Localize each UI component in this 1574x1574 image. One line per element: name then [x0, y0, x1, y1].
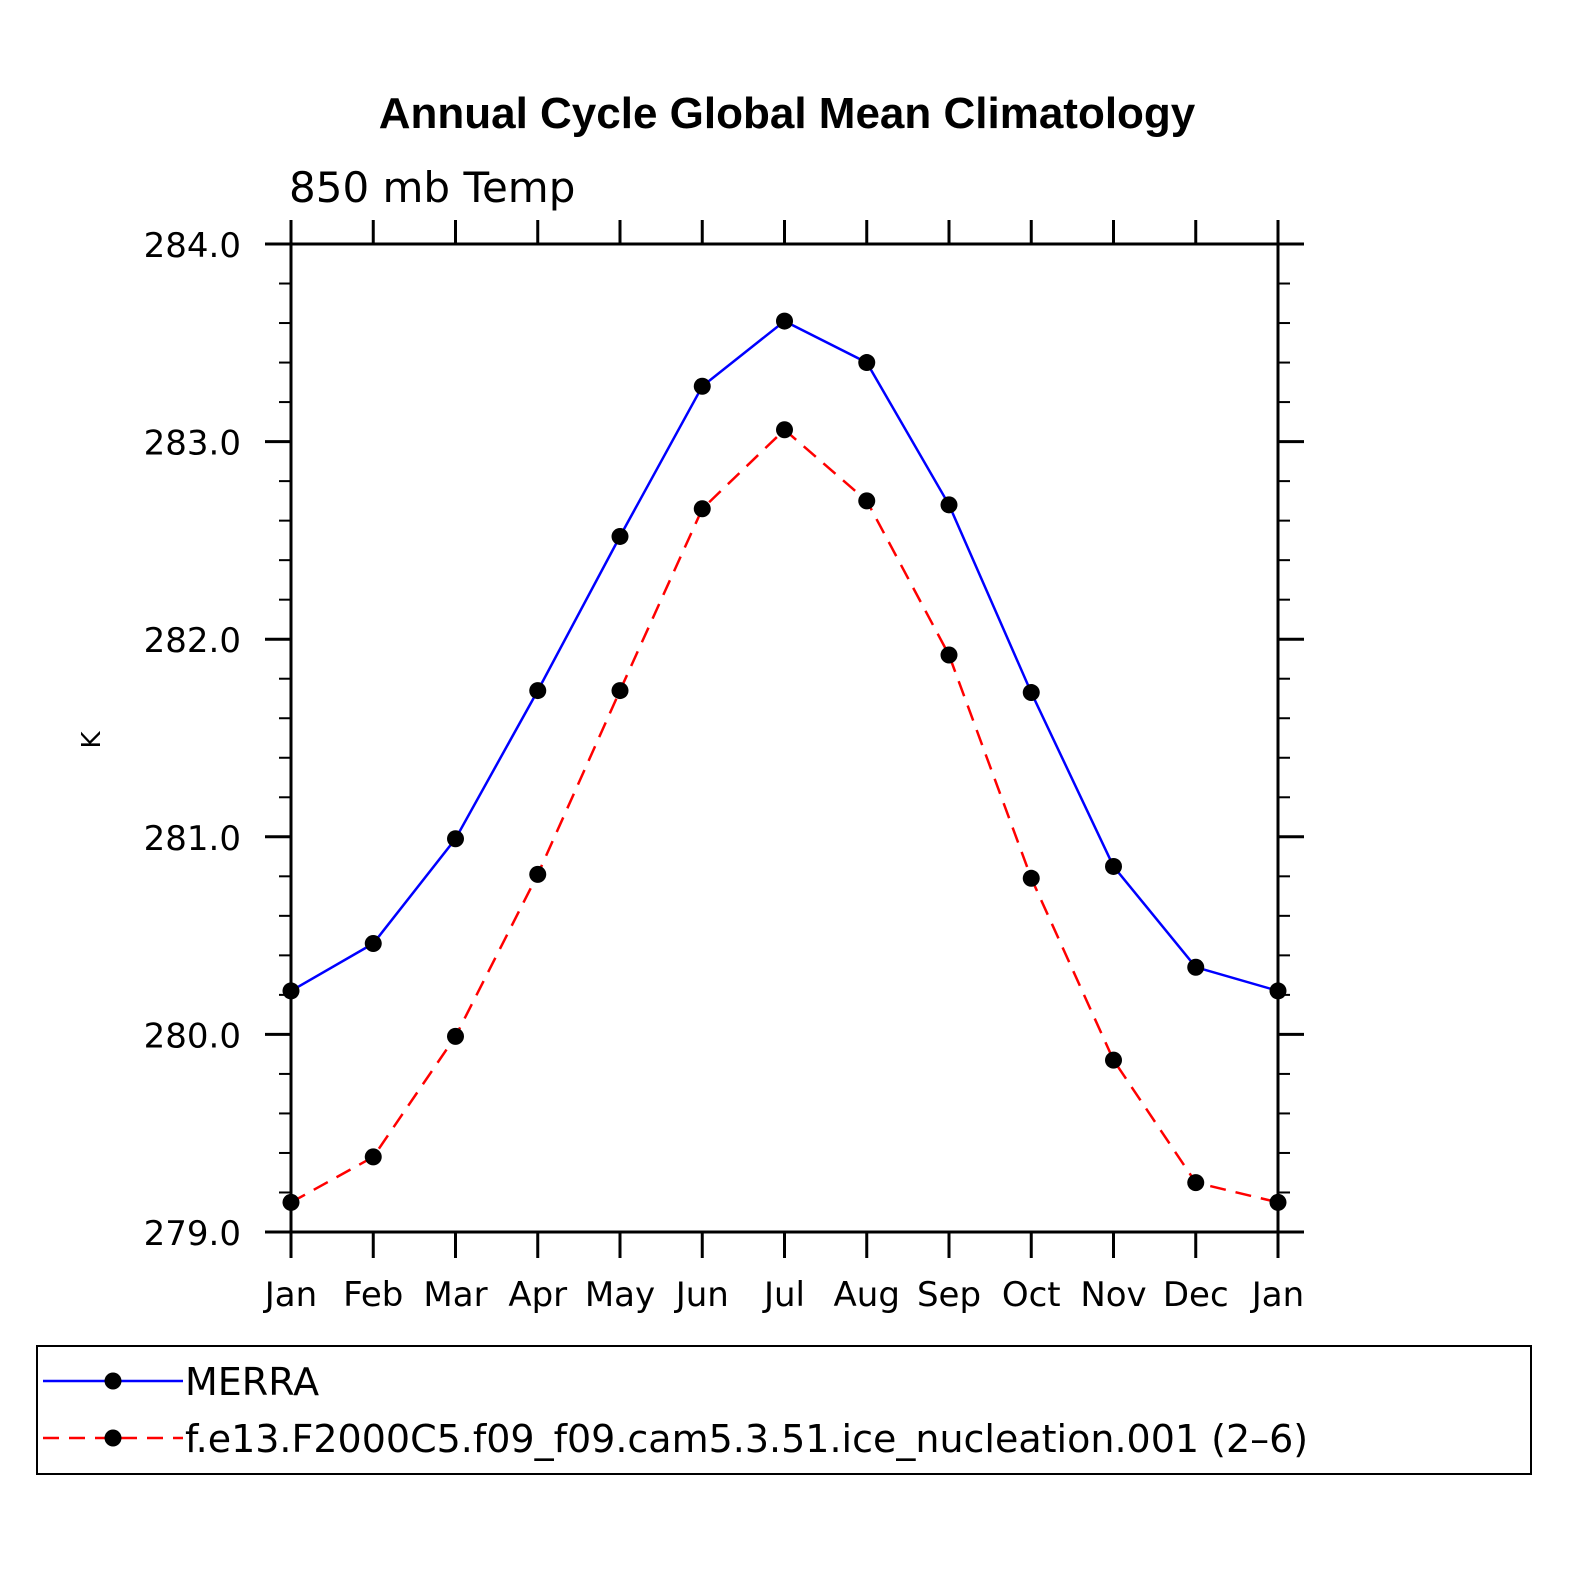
y-tick-label: 284.0: [144, 226, 241, 266]
y-tick-label: 282.0: [144, 621, 241, 661]
x-tick-label: Aug: [834, 1275, 900, 1315]
series-1-point: [282, 1193, 300, 1211]
series-0-point: [693, 377, 711, 395]
x-tick-label: Feb: [343, 1275, 403, 1315]
x-tick-label: Apr: [508, 1275, 567, 1315]
series-0-point: [282, 982, 300, 1000]
chart-subtitle: 850 mb Temp: [289, 163, 575, 212]
series-0-point: [611, 527, 629, 545]
x-tick-label: Dec: [1163, 1275, 1229, 1315]
series-0-point: [1105, 857, 1122, 875]
series-1-point: [1187, 1174, 1205, 1192]
series-1-point: [776, 421, 793, 439]
y-tick-label: 283.0: [144, 424, 241, 464]
series-1-point: [940, 646, 958, 664]
series-1-point: [693, 500, 711, 518]
series-layer: [282, 312, 1287, 1211]
series-0-point: [1269, 982, 1287, 1000]
series-1-point: [1022, 869, 1040, 887]
series-0-point: [1187, 958, 1205, 976]
series-1-point: [611, 682, 629, 700]
series-1-point: [858, 492, 876, 510]
x-tick-label: Jan: [1250, 1275, 1304, 1315]
x-tick-label: Jan: [263, 1275, 317, 1315]
series-0-point: [447, 830, 464, 848]
series-1-point: [1269, 1193, 1287, 1211]
series-1-point: [529, 865, 547, 883]
series-1-point: [1105, 1051, 1122, 1069]
x-tick-label: May: [585, 1275, 655, 1315]
axes: Jan Feb Mar Apr May Jun Jul Aug Sep Oct Nov Dec Jan 2…: [144, 220, 1304, 1315]
y-axis-label: K: [77, 731, 107, 749]
y-tick-label: 279.0: [144, 1214, 241, 1254]
plot-frame: [289, 242, 1280, 1234]
series-0-point: [940, 496, 958, 514]
series-0-point: [776, 312, 793, 330]
x-tick-label: Jul: [762, 1275, 805, 1315]
x-tick-label: Sep: [917, 1275, 981, 1315]
series-0-point: [364, 935, 382, 953]
legend-marker-1: [104, 1429, 122, 1447]
x-tick-label: Oct: [1002, 1275, 1061, 1315]
series-0-point: [529, 682, 547, 700]
x-tick-label: Nov: [1080, 1275, 1146, 1315]
x-tick-label: Jun: [674, 1275, 729, 1315]
series-0-point: [858, 354, 876, 372]
series-1-point: [364, 1148, 382, 1166]
legend: MERRA f.e13.F2000C5.f09_f09.cam5.3.51.ice…: [36, 1345, 1532, 1475]
series-1-point: [447, 1027, 464, 1045]
y-tick-label: 280.0: [144, 1016, 241, 1056]
x-tick-label: Mar: [423, 1275, 487, 1315]
legend-box: [36, 1345, 1532, 1475]
y-tick-label: 281.0: [144, 819, 241, 859]
chart-title: Annual Cycle Global Mean Climatology: [379, 89, 1196, 138]
legend-label-1: f.e13.F2000C5.f09_f09.cam5.3.51.ice_nucl…: [185, 1417, 1308, 1461]
legend-label-0: MERRA: [185, 1360, 319, 1404]
series-0-point: [1022, 684, 1040, 702]
series-line-1: [290, 428, 1279, 1204]
legend-marker-0: [104, 1372, 122, 1390]
